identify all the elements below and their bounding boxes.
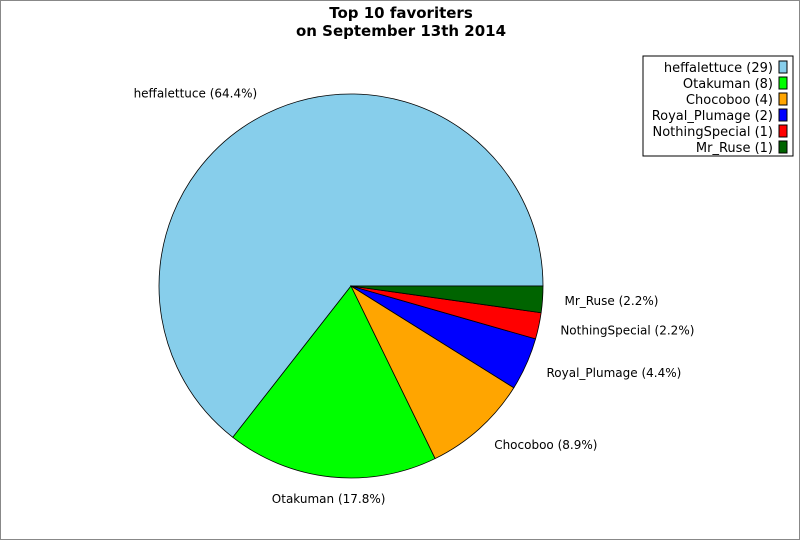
legend-entry: heffalettuce (29) bbox=[664, 61, 773, 76]
legend-swatch bbox=[778, 76, 788, 90]
pie-slice-chocoboo bbox=[350, 284, 515, 460]
pie-slice-mr-ruse bbox=[350, 285, 544, 314]
legend-entry: Otakuman (8) bbox=[683, 77, 773, 92]
legend-entry: Mr_Ruse (1) bbox=[696, 141, 773, 156]
slice-label: Royal_Plumage (4.4%) bbox=[546, 366, 681, 380]
legend-swatch bbox=[778, 92, 788, 106]
legend-swatch bbox=[778, 108, 788, 122]
slice-label: Otakuman (17.8%) bbox=[272, 492, 386, 506]
pie-slice-otakuman bbox=[232, 285, 436, 479]
slice-label: Chocoboo (8.9%) bbox=[494, 438, 597, 452]
legend-swatch bbox=[778, 60, 788, 74]
chart-title-line-2: on September 13th 2014 bbox=[296, 22, 506, 40]
legend-swatch bbox=[778, 140, 788, 154]
slice-label: Mr_Ruse (2.2%) bbox=[564, 294, 658, 308]
slice-label: heffalettuce (64.4%) bbox=[134, 87, 258, 101]
legend: heffalettuce (29)Otakuman (8)Chocoboo (4… bbox=[642, 55, 794, 157]
slice-label: NothingSpecial (2.2%) bbox=[560, 323, 694, 337]
chart-title-line-1: Top 10 favoriters bbox=[329, 4, 473, 22]
pie-slice-heffalettuce bbox=[158, 93, 544, 438]
legend-entry: NothingSpecial (1) bbox=[652, 125, 773, 140]
legend-swatch bbox=[778, 124, 788, 138]
legend-entry: Royal_Plumage (2) bbox=[652, 109, 773, 124]
legend-entry: Chocoboo (4) bbox=[686, 93, 773, 108]
legend-box bbox=[642, 55, 794, 157]
